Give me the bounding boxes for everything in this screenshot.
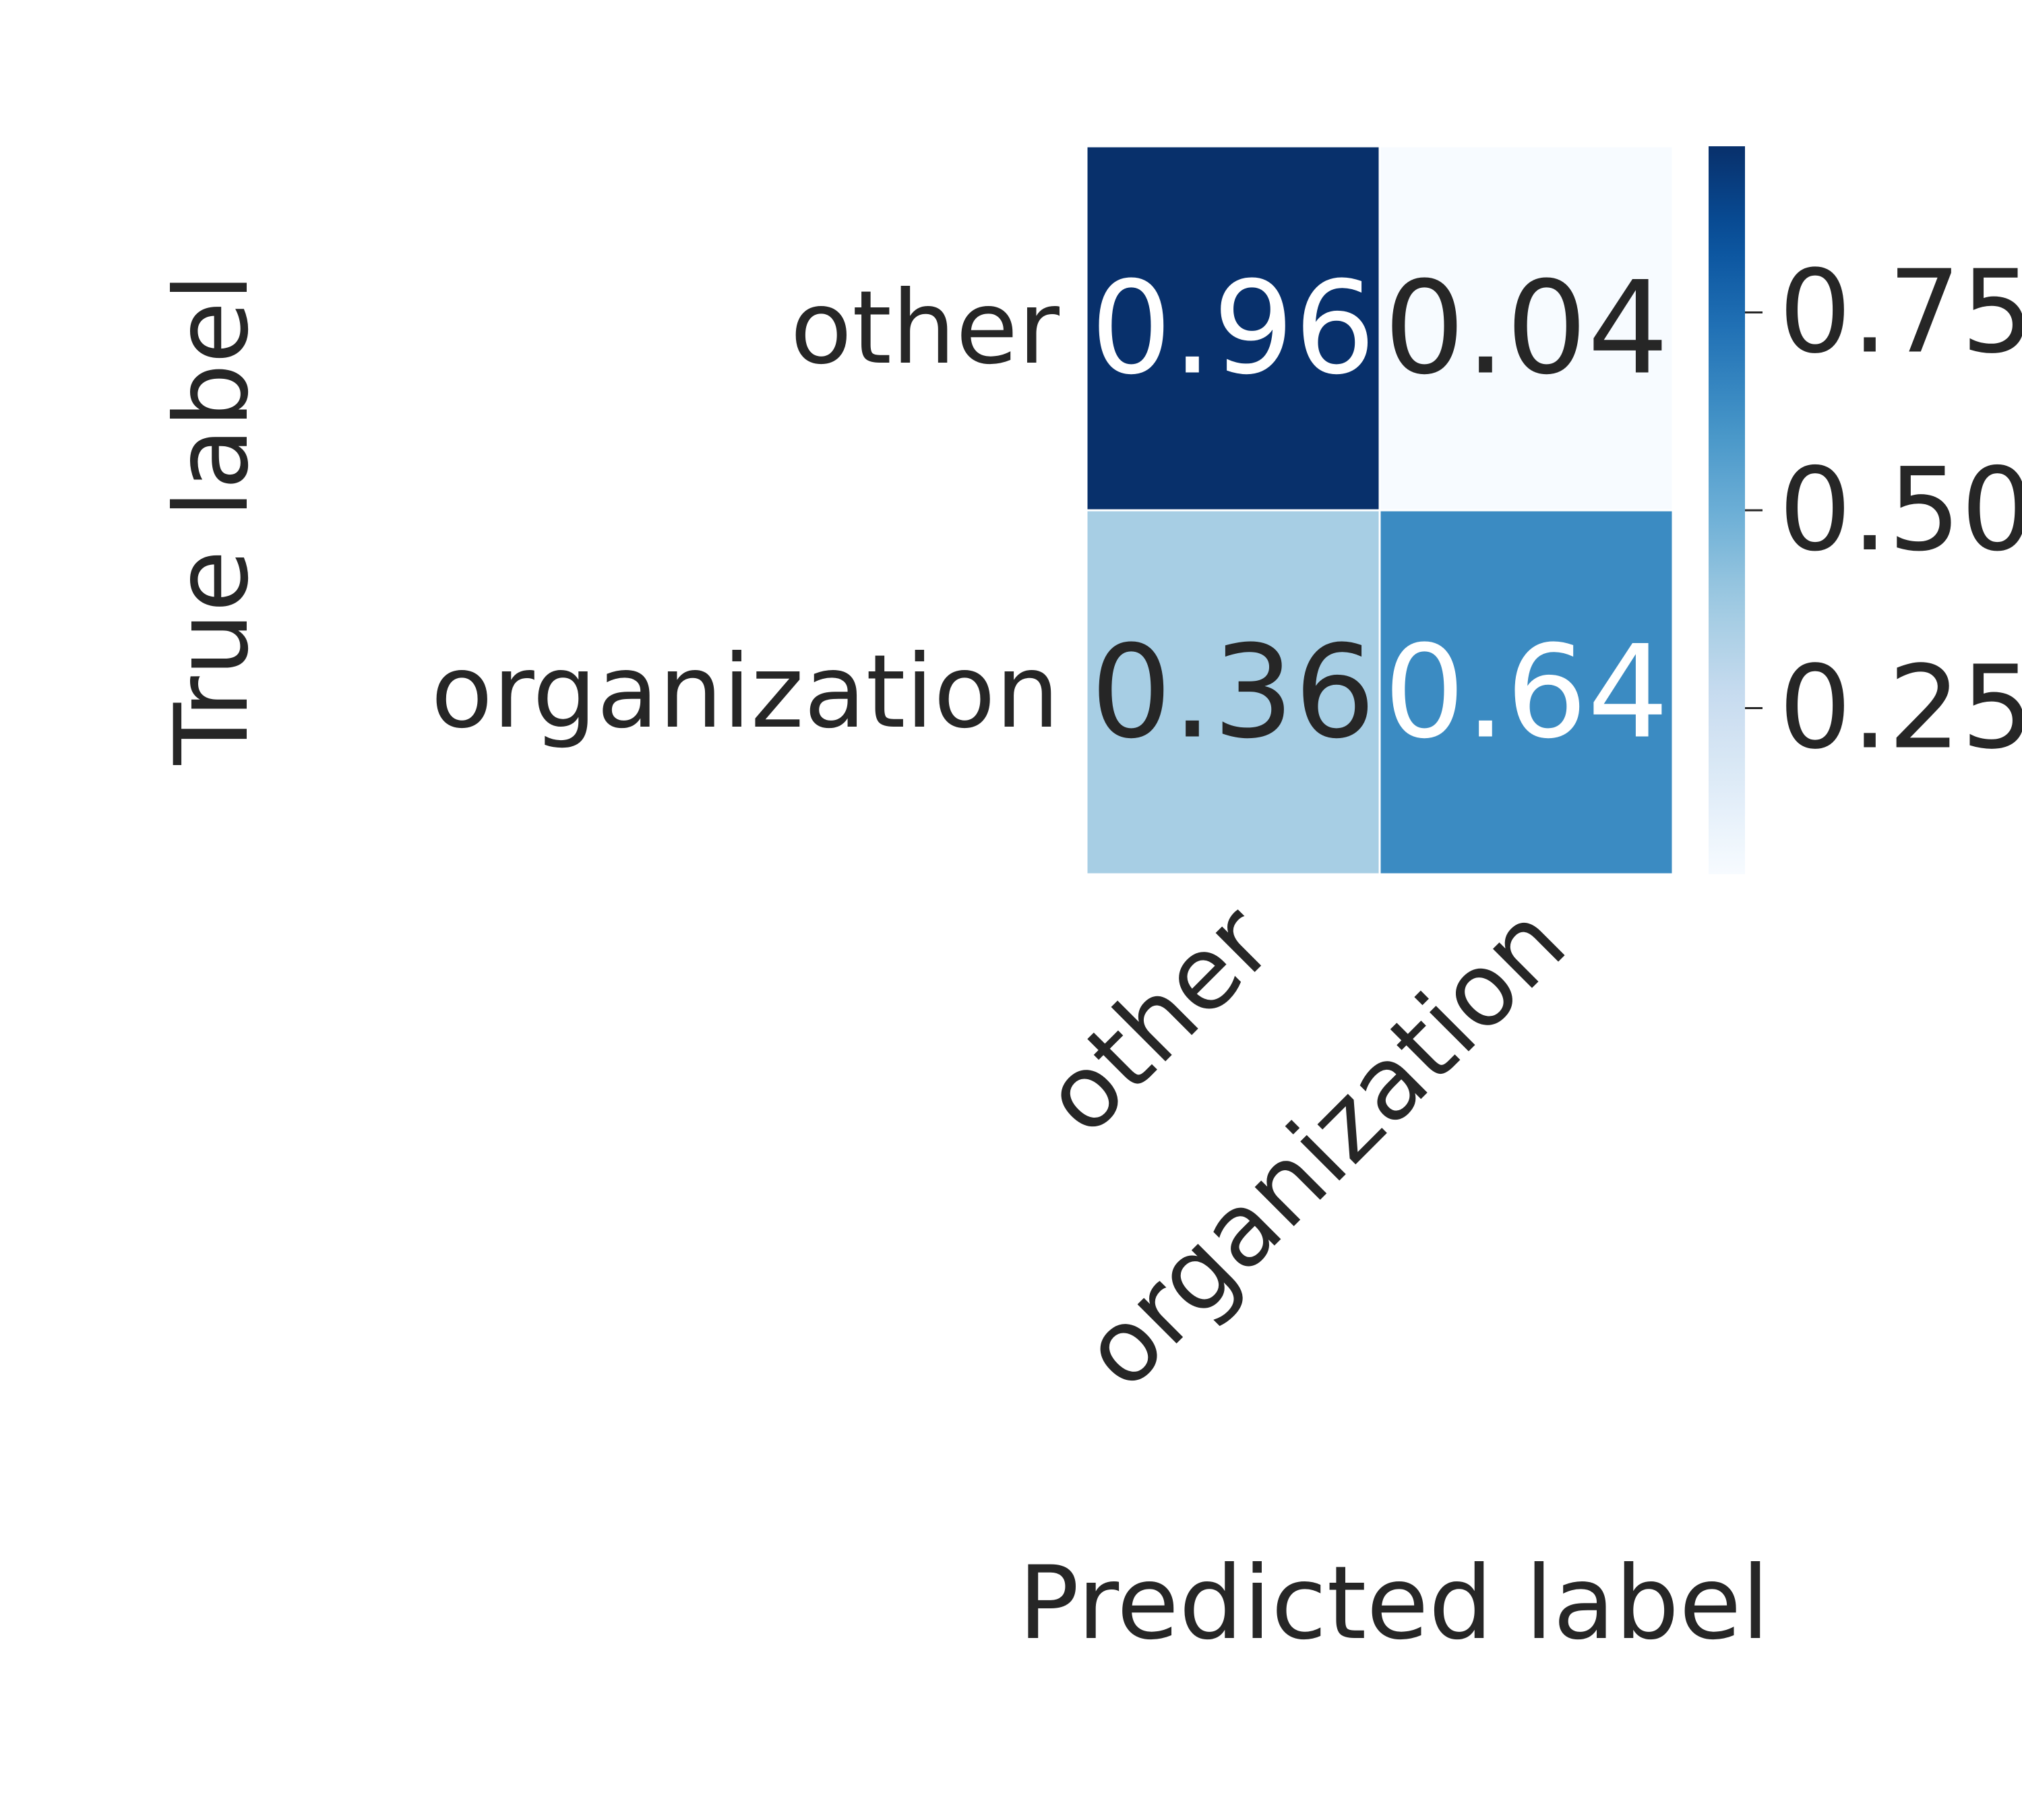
- cell-value-label: 0.04: [1384, 254, 1669, 403]
- y-tick-labels: other organization: [431, 270, 1060, 751]
- x-axis-label: Predicted label: [1018, 1545, 1770, 1662]
- colorbar-ticks: 0.25 0.50 0.75: [1745, 246, 2022, 775]
- heatmap-cell-labels: 0.96 0.04 0.36 0.64: [1091, 254, 1669, 767]
- colorbar-tick-label: 0.25: [1779, 641, 2022, 775]
- colorbar-tick-label: 0.50: [1779, 444, 2022, 577]
- y-tick-label-other: other: [790, 270, 1060, 387]
- heatmap-cells: [1085, 145, 1674, 876]
- x-tick-label-other: other: [1021, 883, 1295, 1157]
- y-axis-label: True label: [154, 273, 271, 765]
- cell-value-label: 0.64: [1384, 618, 1669, 767]
- heatmap-cell-other-organization: [1378, 145, 1674, 512]
- y-tick-label-organization: organization: [431, 634, 1060, 751]
- heatmap-cell-organization-organization: [1378, 509, 1674, 876]
- heatmap-cell-other-other: [1085, 145, 1381, 512]
- cell-value-label: 0.36: [1091, 618, 1376, 767]
- cell-value-label: 0.96: [1091, 254, 1376, 403]
- colorbar: [1709, 146, 1745, 874]
- colorbar-tick-label: 0.75: [1779, 246, 2022, 380]
- heatmap-cell-organization-other: [1085, 509, 1381, 876]
